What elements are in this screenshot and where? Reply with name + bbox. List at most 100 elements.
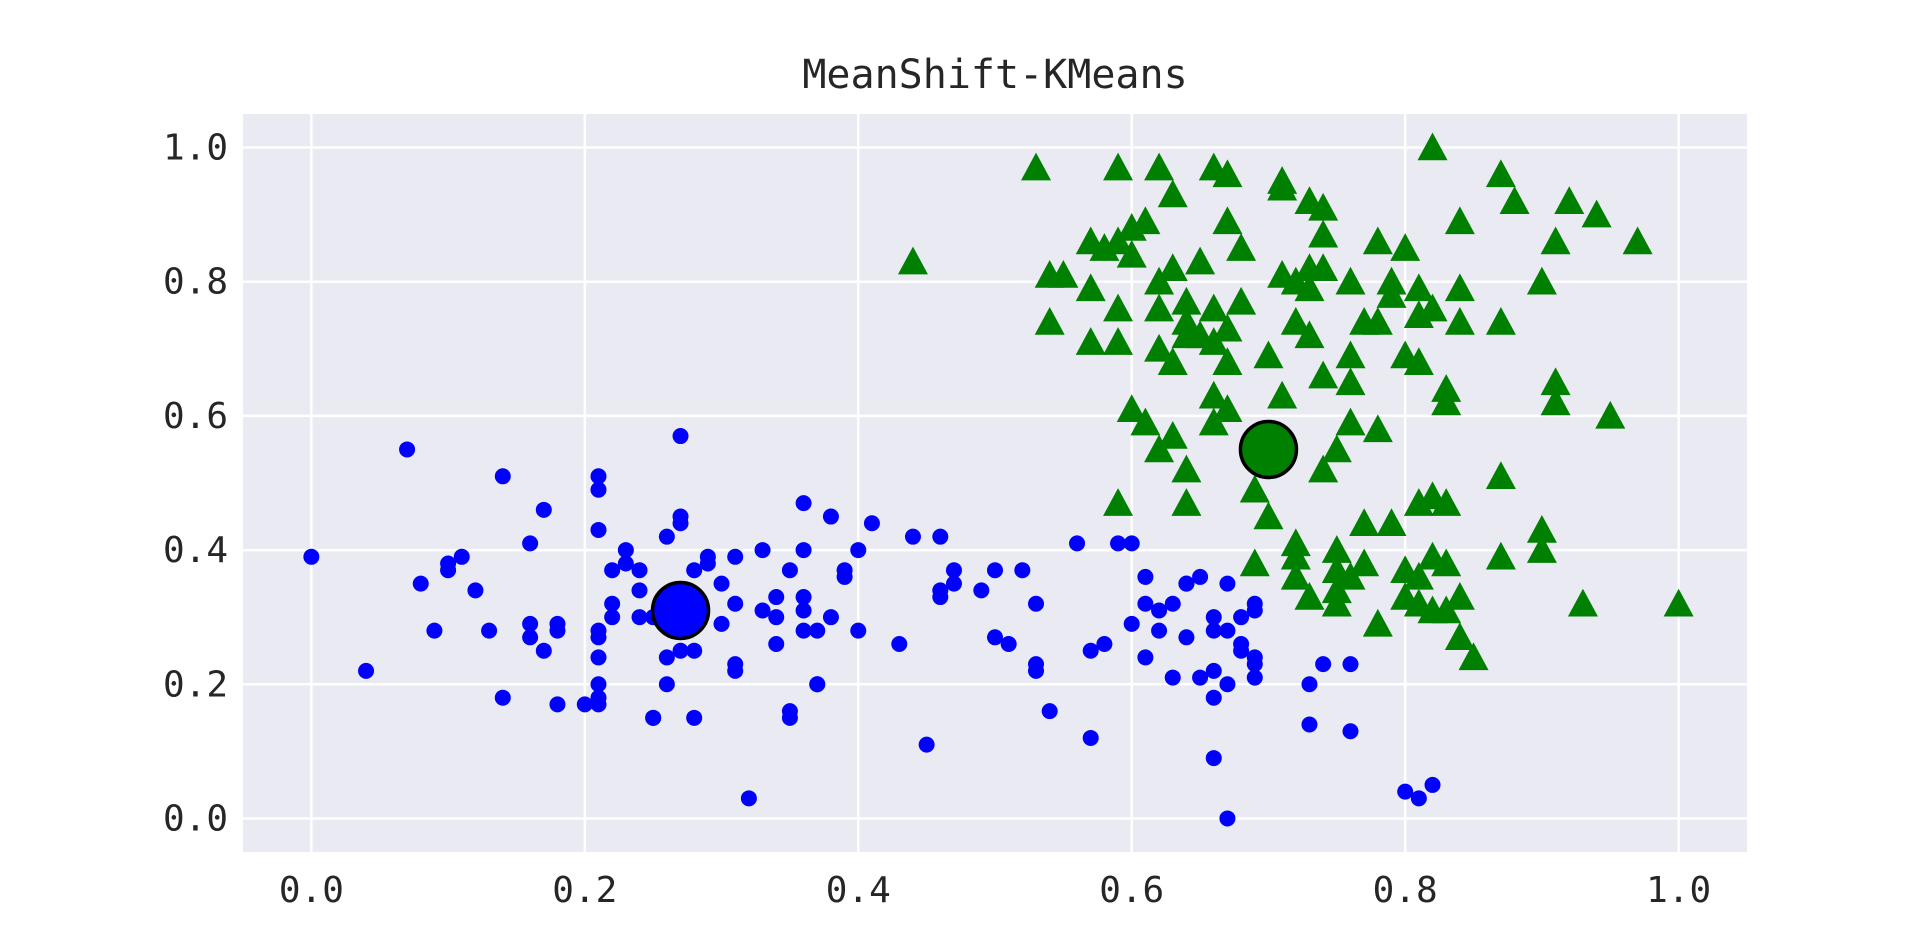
data-point (686, 709, 703, 726)
data-point (535, 642, 552, 659)
data-point (897, 246, 928, 275)
data-point (1164, 669, 1181, 686)
data-point (1219, 676, 1236, 693)
data-point (1349, 548, 1380, 577)
x-tick-label: 0.8 (1373, 870, 1438, 911)
data-point (1485, 461, 1516, 490)
data-point (1226, 233, 1257, 261)
data-point (1397, 783, 1414, 800)
data-point (1212, 206, 1243, 235)
data-point (1185, 246, 1216, 275)
y-tick-label: 0.2 (163, 664, 228, 705)
data-point (576, 696, 593, 713)
data-point (1151, 602, 1168, 619)
data-point (1485, 306, 1516, 335)
data-point (1308, 454, 1339, 483)
data-point (590, 649, 607, 666)
data-point (1308, 219, 1339, 248)
data-point (1116, 394, 1147, 422)
data-point (768, 636, 785, 653)
data-point (1267, 380, 1298, 409)
data-point (795, 589, 812, 606)
data-point (1417, 132, 1448, 161)
data-point (535, 501, 552, 518)
data-point (1301, 716, 1318, 733)
data-point (1280, 561, 1311, 590)
data-point (1239, 474, 1270, 503)
data-point (1028, 662, 1045, 679)
data-point (631, 609, 648, 626)
data-point (1444, 622, 1475, 651)
data-point (1130, 407, 1161, 436)
x-axis: 0.0 0.2 0.4 0.6 0.8 1.0 (279, 870, 1711, 911)
data-point (1246, 669, 1263, 686)
data-point (1205, 750, 1222, 767)
data-point (1219, 575, 1236, 592)
data-point (904, 528, 921, 545)
data-point (467, 582, 484, 599)
data-point (1192, 568, 1209, 585)
data-point (1581, 199, 1612, 228)
data-point (1075, 273, 1106, 302)
data-point (1164, 595, 1181, 612)
x-tick-label: 0.6 (1099, 870, 1164, 911)
data-point (1239, 548, 1270, 577)
data-point (590, 689, 607, 706)
data-point (727, 548, 744, 565)
data-point (1403, 273, 1434, 302)
x-tick-label: 0.4 (826, 870, 891, 911)
data-point (1205, 609, 1222, 626)
data-point (1048, 260, 1079, 288)
data-point (412, 575, 429, 592)
data-point (740, 790, 757, 807)
data-point (672, 515, 689, 532)
data-point (604, 595, 621, 612)
data-point (1028, 595, 1045, 612)
data-point (672, 642, 689, 659)
data-point (822, 508, 839, 525)
data-point (1212, 313, 1243, 342)
data-point (945, 575, 962, 592)
data-point (1540, 367, 1571, 396)
data-point (1096, 636, 1113, 653)
data-point (918, 736, 935, 753)
data-point (1663, 588, 1694, 617)
data-point (617, 542, 634, 559)
data-point (1123, 535, 1140, 552)
data-point (1526, 514, 1557, 543)
data-point (973, 582, 990, 599)
data-point (1444, 582, 1475, 610)
data-point (522, 535, 539, 552)
data-point (631, 582, 648, 599)
data-point (1233, 609, 1250, 626)
data-point (686, 562, 703, 579)
data-point (713, 575, 730, 592)
data-point (1171, 286, 1202, 315)
data-point (1103, 293, 1134, 322)
data-point (1567, 588, 1598, 617)
centroid-marker (650, 580, 711, 641)
data-point (631, 562, 648, 579)
data-point (672, 428, 689, 445)
data-point (1335, 266, 1366, 295)
data-point (1321, 588, 1352, 617)
data-point (1458, 642, 1489, 671)
data-point (768, 589, 785, 606)
data-point (494, 468, 511, 485)
y-tick-label: 0.8 (163, 262, 228, 303)
data-point (481, 622, 498, 639)
data-point (1000, 636, 1017, 653)
data-point (1362, 414, 1393, 443)
y-tick-label: 0.0 (163, 798, 228, 839)
data-point (1342, 656, 1359, 673)
data-point (1362, 306, 1393, 335)
data-point (1431, 548, 1462, 577)
x-tick-label: 0.0 (279, 870, 344, 911)
data-point (1595, 400, 1626, 429)
data-point (1157, 421, 1188, 449)
data-point (945, 562, 962, 579)
data-point (1246, 649, 1263, 666)
data-point (1103, 152, 1134, 181)
data-point (1417, 293, 1448, 322)
data-point (1294, 320, 1325, 349)
